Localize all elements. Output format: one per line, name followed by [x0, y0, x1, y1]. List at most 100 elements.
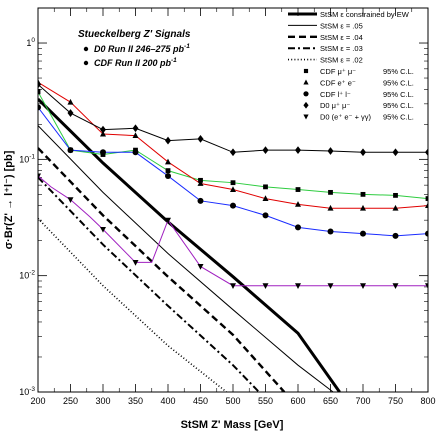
legend-label: D0 μ⁺ μ⁻ [320, 101, 350, 110]
data-point-circle [230, 202, 236, 209]
y-axis-title: σ·Br(Z' → l⁺l⁻) [pb] [3, 150, 15, 249]
x-tick-label: 300 [95, 396, 110, 406]
x-tick-label: 450 [193, 396, 208, 406]
theory-curve-thin [38, 125, 334, 392]
data-point-triangle-down [425, 283, 428, 289]
x-tick-label: 500 [225, 396, 240, 406]
data-point-triangle-up [425, 202, 428, 209]
data-point-triangle-up [295, 201, 301, 207]
data-point-circle [327, 228, 334, 235]
data-point-square [38, 89, 41, 95]
data-point-triangle-down [262, 283, 269, 289]
x-tick-label: 800 [420, 396, 435, 406]
data-point-diamond [425, 148, 428, 157]
data-point-square [263, 184, 268, 190]
bullet-icon [83, 46, 89, 52]
y-tick-label: 10-1 [19, 153, 35, 164]
x-tick-label: 650 [323, 396, 338, 406]
x-tick-label: 750 [388, 396, 403, 406]
x-tick-label: 600 [290, 396, 305, 406]
data-point-triangle-down [165, 217, 171, 224]
data-point-triangle-down [38, 173, 41, 180]
legend-label: StSM ε = .04 [320, 33, 363, 42]
legend: StSM ε constrained by EW StSM ε = .05 StSM… [288, 10, 414, 122]
theory-curve-dashed [38, 147, 286, 392]
x-axis-title: StSM Z' Mass [GeV] [181, 419, 284, 431]
y-tick-label: 10-3 [19, 386, 35, 397]
data-point-triangle-up [230, 186, 236, 192]
data-point-triangle-up [100, 130, 106, 137]
data-point-square [425, 196, 428, 201]
legend-cl-label: 95% C.L. [383, 67, 414, 76]
legend-marker-square [303, 68, 309, 74]
plot-markers [38, 78, 428, 289]
data-point-triangle-down [100, 226, 106, 233]
data-point-diamond [360, 148, 366, 157]
bullet-icon [83, 60, 89, 66]
data-point-circle [360, 230, 366, 237]
data-point-triangle-down [360, 283, 366, 289]
data-point-triangle-up [360, 204, 366, 211]
data-point-triangle-down [132, 260, 139, 266]
data-point-triangle-up [197, 180, 204, 186]
data-point-diamond [38, 80, 41, 89]
x-tick-label: 550 [258, 396, 273, 406]
plot-curves [38, 81, 428, 392]
data-point-diamond [165, 136, 171, 145]
legend-cl-label: 95% C.L. [383, 101, 414, 110]
data-point-triangle-up [262, 195, 269, 201]
data-point-triangle-down [230, 283, 236, 289]
data-point-circle [67, 147, 74, 154]
legend-marker-diamond [303, 101, 309, 109]
y-tick-label: 10 [26, 37, 35, 48]
data-point-triangle-down [67, 197, 74, 203]
legend-cl-label: 95% C.L. [383, 90, 414, 99]
data-point-triangle-down [327, 283, 334, 289]
data-point-triangle-up [132, 132, 139, 139]
annotation-cdf: CDF Run II 200 pb-1 [94, 57, 177, 68]
legend-label: CDF e⁺ e⁻ [320, 78, 356, 87]
data-point-square [360, 191, 366, 197]
data-point-square [393, 192, 398, 198]
data-point-triangle-up [165, 158, 171, 165]
legend-label: StSM ε = .03 [320, 44, 363, 53]
data-point-square [230, 180, 236, 186]
legend-label: StSM ε = .02 [320, 56, 363, 65]
data-point-triangle-up [67, 98, 74, 105]
data-point-diamond [197, 134, 204, 143]
data-point-diamond [132, 124, 139, 133]
data-point-square [328, 189, 333, 195]
data-point-circle [100, 149, 106, 156]
legend-cl-label: 95% C.L. [383, 113, 414, 122]
data-point-triangle-down [295, 283, 301, 289]
data-point-diamond [67, 109, 74, 117]
data-point-circle [392, 232, 399, 239]
x-tick-label: 400 [160, 396, 175, 406]
data-point-square [295, 187, 301, 192]
legend-label: D0 (e⁺ e⁻ + γγ) [320, 113, 372, 122]
data-point-diamond [262, 146, 269, 155]
axis-tick-labels: 200 250 300 350 400 450 500 550 600 650 700 750 800 1… [19, 37, 435, 406]
data-point-diamond [392, 148, 399, 157]
legend-cl-label: 95% C.L. [383, 78, 414, 87]
legend-marker-triangle-up [303, 79, 309, 85]
data-point-circle [165, 172, 171, 179]
x-tick-label: 700 [355, 396, 370, 406]
data-point-circle [262, 212, 269, 219]
theory-curve-thick [38, 97, 341, 392]
data-point-triangle-up [327, 204, 334, 211]
data-point-diamond [230, 148, 236, 157]
theory-curve-dotted [38, 217, 227, 392]
plot-annotations: Stueckelberg Z' Signals D0 Run II 246–27… [78, 29, 191, 68]
axis-ticks [37, 7, 429, 393]
legend-marker-circle [303, 91, 309, 97]
data-point-triangle-down [197, 264, 204, 270]
data-point-square [165, 168, 171, 174]
legend-marker-triangle-down [303, 114, 309, 120]
data-point-triangle-up [392, 204, 399, 211]
theory-curve-dashdot [38, 176, 260, 392]
legend-label: CDF μ⁺ μ⁻ [320, 67, 356, 76]
data-point-circle [38, 104, 41, 111]
data-point-circle [197, 197, 204, 204]
